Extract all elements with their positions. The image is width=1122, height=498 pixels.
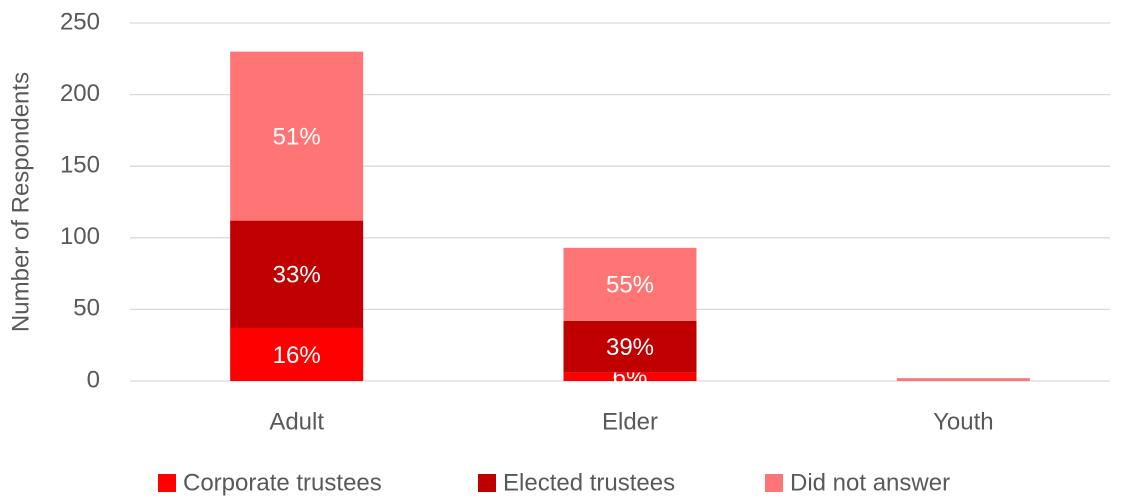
legend-label: Did not answer [790,469,950,496]
bar-segment [563,320,697,373]
y-tick-label: 200 [60,80,100,107]
y-tick-label: 150 [60,152,100,179]
legend-swatch [478,474,496,492]
bar-segment [563,372,697,381]
y-tick-label: 0 [87,366,100,393]
y-axis-label: Number of Respondents [7,72,34,332]
bar-segment [563,247,697,321]
x-tick-label: Elder [602,408,658,435]
legend-swatch [765,474,783,492]
x-tick-label: Youth [933,408,994,435]
value-label: 16% [273,342,321,369]
bar-segment [896,378,1030,381]
y-tick-label: 250 [60,8,100,35]
value-label: 39% [606,334,654,361]
bar-segment [230,51,364,221]
legend-swatch [158,474,176,492]
legend-label: Corporate trustees [183,469,382,496]
value-label: 55% [606,272,654,299]
bar-segment [230,220,364,329]
y-tick-label: 100 [60,223,100,250]
x-tick-label: Adult [269,408,324,435]
value-label: 51% [273,123,321,150]
value-label: 33% [273,262,321,289]
bar-segment [230,328,364,381]
legend-label: Elected trustees [503,469,675,496]
y-tick-label: 50 [73,295,100,322]
